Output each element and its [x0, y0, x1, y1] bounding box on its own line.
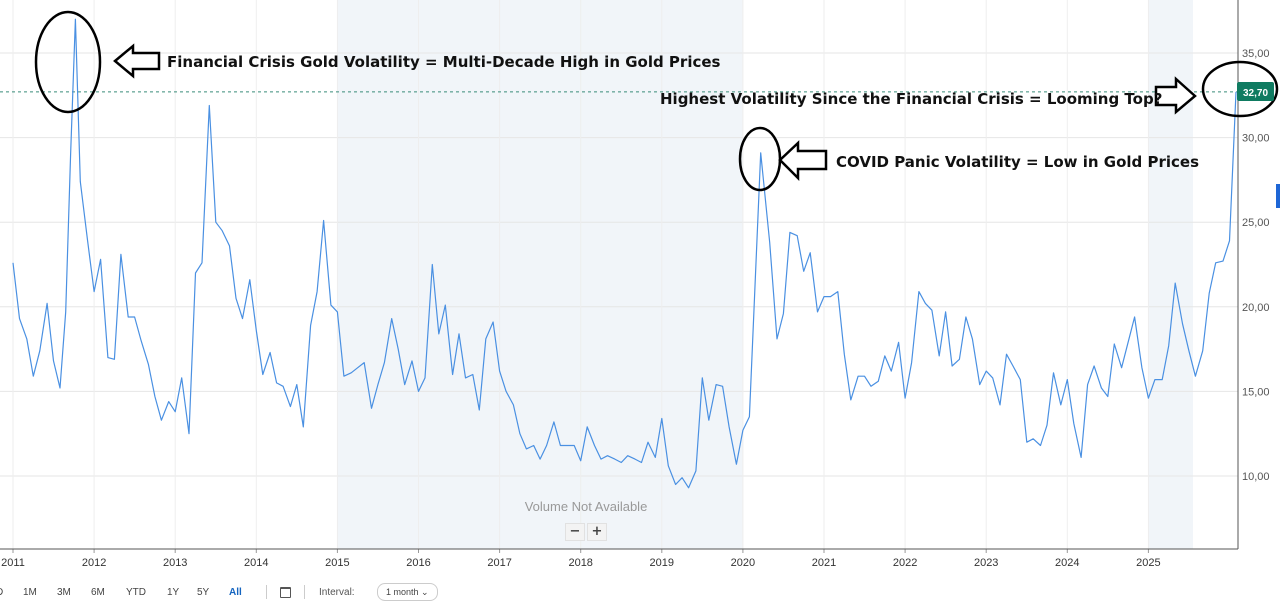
- chevron-down-icon: ⌄: [421, 587, 429, 597]
- range-all[interactable]: All: [229, 587, 242, 598]
- series-layer: [0, 18, 1238, 489]
- zoom-in-button[interactable]: +: [587, 523, 607, 541]
- oval-marker-financial-crisis: [34, 10, 102, 114]
- interval-select[interactable]: 1 month ⌄: [377, 583, 438, 601]
- x-tick-label: 2016: [406, 557, 430, 569]
- x-tick-label: 2011: [1, 557, 25, 569]
- annotation-financial-crisis: Financial Crisis Gold Volatility = Multi…: [167, 53, 721, 71]
- x-tick-label: 2023: [974, 557, 998, 569]
- y-tick-label: 30,00: [1242, 133, 1270, 145]
- x-tick-label: 2019: [650, 557, 674, 569]
- volume-zoom-controls: − +: [565, 523, 607, 541]
- series-line: [12, 18, 1237, 489]
- range-toolbar: D 1M 3M 6M YTD 1Y 5Y All Interval: 1 mon…: [0, 582, 460, 604]
- last-value-badge: 32,70: [1237, 82, 1274, 101]
- range-3m[interactable]: 3M: [57, 587, 71, 598]
- y-tick-label: 10,00: [1242, 471, 1270, 483]
- annotation-looming-top: Highest Volatility Since the Financial C…: [660, 90, 1162, 108]
- x-tick-label: 2025: [1136, 557, 1160, 569]
- x-tick-label: 2018: [568, 557, 592, 569]
- shaded-bands: [337, 0, 1194, 549]
- toolbar-divider: [304, 585, 305, 599]
- last-value-badge-bg: [1237, 82, 1274, 101]
- y-tick-label: 35,00: [1242, 48, 1270, 60]
- y-tick-label: 15,00: [1242, 386, 1270, 398]
- zoom-out-button[interactable]: −: [565, 523, 585, 541]
- y-tick-label: 20,00: [1242, 302, 1270, 314]
- x-tick-label: 2015: [325, 557, 349, 569]
- shaded-band: [337, 0, 743, 549]
- y-tick-label: 25,00: [1242, 217, 1270, 229]
- range-5y[interactable]: 5Y: [197, 587, 210, 598]
- axes: 10,00 15,00 20,00 25,00 30,00 35,00 2011 2012 20…: [0, 0, 1270, 569]
- arrow-left-icon: [778, 140, 828, 182]
- arrow-right-icon: [1154, 76, 1197, 115]
- interval-label: Interval:: [319, 587, 355, 598]
- oval-marker-latest: [1201, 60, 1279, 118]
- x-tick-label: 2014: [244, 557, 268, 569]
- range-6m[interactable]: 6M: [91, 587, 105, 598]
- x-tick-label: 2020: [731, 557, 755, 569]
- x-tick-label: 2024: [1055, 557, 1079, 569]
- interval-value: 1 month: [386, 587, 419, 597]
- x-tick-label: 2017: [487, 557, 511, 569]
- range-d[interactable]: D: [0, 587, 3, 598]
- shaded-band: [1148, 0, 1194, 549]
- calendar-icon[interactable]: [280, 587, 291, 598]
- toolbar-divider: [266, 585, 267, 599]
- last-value-label: 32,70: [1243, 88, 1268, 99]
- x-tick-label: 2021: [812, 557, 836, 569]
- volume-not-available: Volume Not Available: [525, 499, 648, 514]
- arrow-left-icon: [113, 43, 161, 79]
- range-1m[interactable]: 1M: [23, 587, 37, 598]
- x-tick-label: 2013: [163, 557, 187, 569]
- x-tick-label: 2022: [893, 557, 917, 569]
- range-1y[interactable]: 1Y: [167, 587, 180, 598]
- annotation-markers: [34, 10, 1279, 192]
- annotation-covid-panic: COVID Panic Volatility = Low in Gold Pri…: [836, 153, 1199, 171]
- side-panel-tab[interactable]: [1276, 184, 1280, 208]
- range-ytd[interactable]: YTD: [126, 587, 146, 598]
- x-tick-label: 2012: [82, 557, 106, 569]
